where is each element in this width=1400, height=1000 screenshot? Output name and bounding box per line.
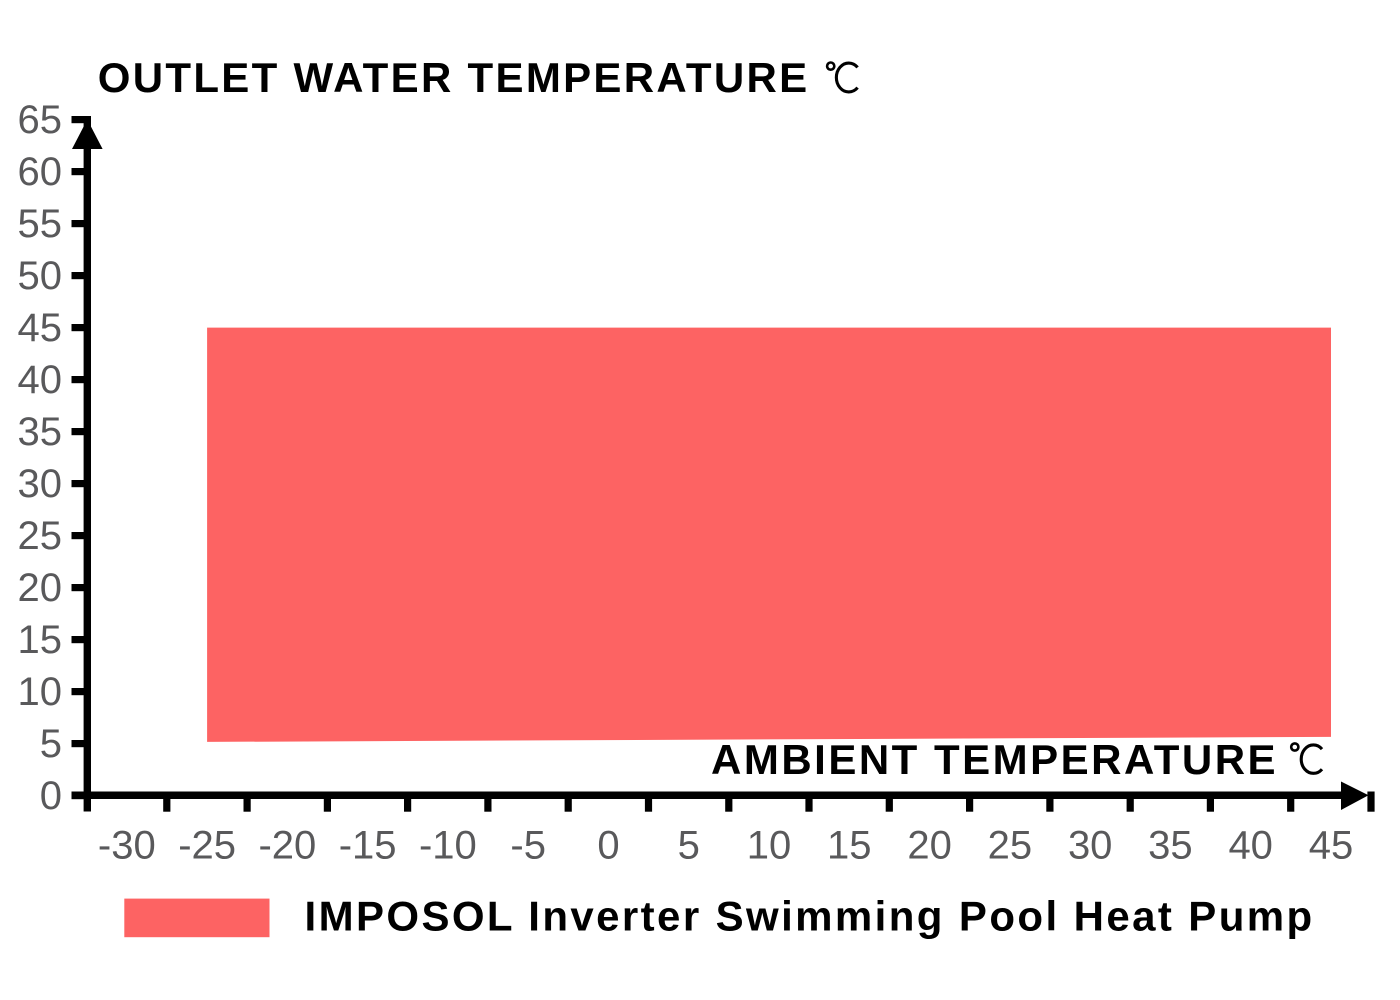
- svg-text:40: 40: [1228, 823, 1273, 867]
- svg-text:40: 40: [18, 358, 63, 402]
- svg-text:30: 30: [18, 462, 63, 506]
- svg-text:30: 30: [1068, 823, 1113, 867]
- svg-text:15: 15: [18, 618, 63, 662]
- svg-text:-10: -10: [419, 823, 477, 867]
- svg-text:45: 45: [18, 306, 63, 350]
- svg-text:10: 10: [18, 670, 63, 714]
- svg-text:35: 35: [18, 410, 63, 454]
- svg-text:60: 60: [18, 150, 63, 194]
- svg-text:-30: -30: [98, 823, 156, 867]
- svg-text:65: 65: [18, 98, 63, 142]
- svg-text:20: 20: [18, 566, 63, 610]
- svg-text:AMBIENT TEMPERATURE: AMBIENT TEMPERATURE: [711, 736, 1278, 783]
- svg-text:0: 0: [40, 774, 62, 818]
- svg-text:-25: -25: [178, 823, 236, 867]
- svg-text:5: 5: [678, 823, 700, 867]
- svg-text:25: 25: [988, 823, 1033, 867]
- svg-text:-15: -15: [339, 823, 397, 867]
- svg-text:5: 5: [40, 722, 62, 766]
- svg-text:50: 50: [18, 254, 63, 298]
- svg-text:0: 0: [597, 823, 619, 867]
- svg-text:-20: -20: [258, 823, 316, 867]
- svg-text:IMPOSOL Inverter Swimming Pool: IMPOSOL Inverter Swimming Pool Heat Pump: [305, 892, 1315, 939]
- svg-text:25: 25: [18, 514, 63, 558]
- svg-text:55: 55: [18, 202, 63, 246]
- svg-text:15: 15: [827, 823, 872, 867]
- svg-text:10: 10: [747, 823, 792, 867]
- svg-text:45: 45: [1309, 823, 1354, 867]
- svg-text:20: 20: [907, 823, 952, 867]
- svg-text:OUTLET WATER TEMPERATURE: OUTLET WATER TEMPERATURE: [98, 54, 810, 101]
- svg-text:-5: -5: [510, 823, 546, 867]
- svg-text:35: 35: [1148, 823, 1193, 867]
